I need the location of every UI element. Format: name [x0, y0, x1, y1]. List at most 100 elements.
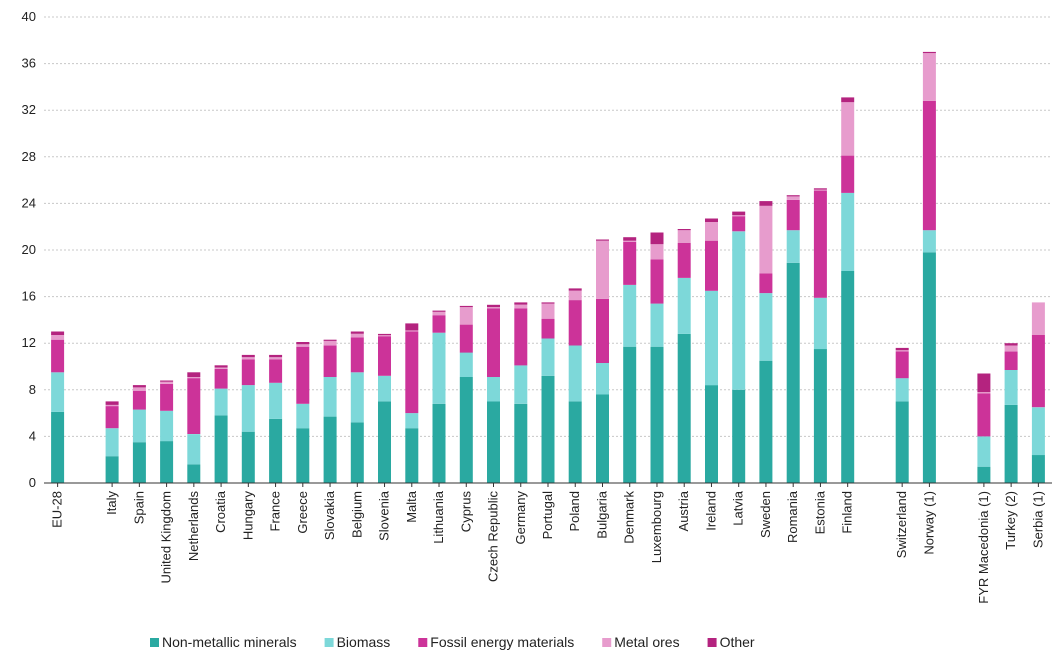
bar-segment — [432, 332, 446, 404]
bar-segment — [541, 302, 555, 304]
bar-segment — [650, 232, 664, 245]
bar-segment — [405, 330, 419, 332]
bar-segment — [160, 384, 174, 411]
x-tick-label: Lithuania — [431, 490, 446, 544]
legend-swatch — [418, 638, 428, 647]
bar-segment — [432, 311, 446, 316]
bar-segment — [296, 342, 310, 345]
bar-segment — [895, 347, 909, 351]
bar-segment — [732, 389, 746, 483]
bar-segment — [813, 349, 827, 483]
bar-segment — [514, 304, 528, 309]
x-tick-label: Finland — [840, 491, 855, 534]
x-tick-label: Latvia — [731, 490, 746, 525]
bar-segment — [1004, 343, 1018, 346]
bar-segment — [487, 304, 500, 308]
x-tick-label: Czech Republic — [486, 491, 501, 583]
x-tick-label: EU-28 — [50, 491, 65, 528]
bar-segment — [977, 373, 991, 393]
bar-segment — [459, 324, 473, 353]
bar-segment — [296, 344, 310, 347]
bar-segment — [568, 401, 582, 483]
bar-segment — [487, 307, 500, 309]
x-tick-label: Italy — [104, 491, 119, 515]
bar-segment — [269, 359, 283, 383]
bar-segment — [841, 97, 855, 103]
x-tick-label: Estonia — [812, 490, 827, 534]
bar-segment — [514, 403, 528, 483]
bar-segment — [596, 239, 609, 241]
bar-segment — [459, 307, 473, 325]
x-tick-label: Luxembourg — [649, 491, 664, 563]
bar-segment — [1004, 345, 1018, 352]
bar-segment — [132, 442, 146, 483]
bar-segment — [759, 201, 773, 206]
bar-segment — [432, 315, 446, 333]
bar-segment — [895, 351, 909, 379]
bar-segment — [759, 205, 773, 274]
x-tick-label: Romania — [785, 490, 800, 543]
bar-segment — [786, 195, 800, 197]
bar-segment — [732, 216, 746, 232]
bar-segment — [623, 240, 637, 242]
y-tick-label: 12 — [22, 335, 36, 350]
x-tick-label: Hungary — [240, 491, 255, 541]
bar-segment — [1031, 335, 1045, 408]
bar-segment — [705, 240, 718, 291]
y-tick-label: 28 — [22, 149, 36, 164]
bar-segment — [977, 466, 991, 483]
bar-segment — [596, 394, 609, 483]
bar-segment — [677, 243, 691, 278]
bar-segment — [105, 456, 119, 483]
x-tick-label: Croatia — [213, 490, 228, 533]
bar-segment — [323, 340, 337, 346]
bar-segment — [105, 406, 119, 429]
y-tick-label: 0 — [29, 475, 36, 490]
bar-segment — [841, 155, 855, 193]
bar-segment — [1004, 351, 1018, 370]
bar-segment — [51, 411, 65, 483]
bar-segment — [895, 350, 909, 352]
bar-segment — [650, 244, 664, 260]
bar-segment — [568, 300, 582, 346]
bar-segment — [487, 401, 500, 483]
bar-segment — [378, 333, 391, 336]
bar-segment — [705, 222, 718, 241]
bar-segment — [895, 401, 909, 483]
bar-segment — [214, 367, 228, 369]
x-tick-label: Switzerland — [894, 491, 909, 558]
x-tick-label: France — [268, 491, 283, 531]
bar-segment — [759, 360, 773, 483]
bar-segment — [487, 308, 500, 377]
x-tick-label: Greece — [295, 491, 310, 534]
bar-segment — [241, 359, 255, 386]
bar-segment — [378, 375, 391, 402]
bar-segment — [378, 336, 391, 376]
bar-segment — [378, 335, 391, 337]
bar-segment — [677, 278, 691, 334]
legend-label: Biomass — [337, 634, 391, 650]
bar-segment — [214, 388, 228, 416]
bar-segment — [732, 215, 746, 217]
bar-segment — [677, 229, 691, 231]
bar-segment — [350, 372, 364, 423]
bar-segment — [813, 190, 827, 298]
x-tick-label: FYR Macedonia (1) — [976, 491, 991, 604]
bar-segment — [568, 288, 582, 291]
bar-segment — [214, 415, 228, 483]
bar-segment — [378, 401, 391, 483]
bar-segment — [1004, 404, 1018, 483]
legend-label: Other — [720, 634, 755, 650]
x-tick-label: Poland — [567, 491, 582, 531]
bar-segment — [214, 368, 228, 389]
bar-segment — [350, 333, 364, 338]
bar-segment — [214, 365, 228, 368]
bar-segment — [241, 385, 255, 432]
y-tick-label: 36 — [22, 56, 36, 71]
bar-segment — [51, 331, 65, 335]
x-tick-label: Norway (1) — [921, 491, 936, 555]
bar-segment — [841, 271, 855, 483]
y-tick-label: 16 — [22, 289, 36, 304]
bar-segment — [432, 310, 446, 312]
